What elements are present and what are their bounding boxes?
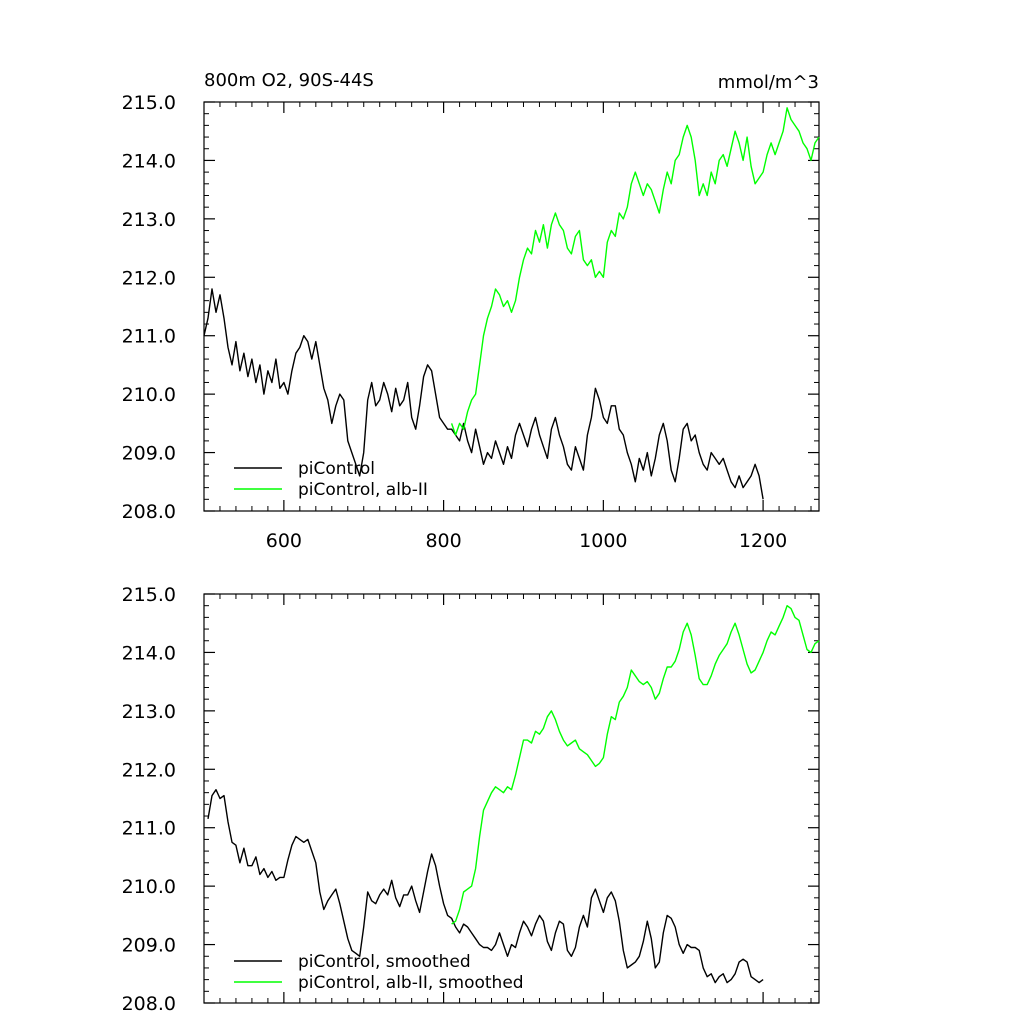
y-tick-label: 210.0 — [122, 384, 176, 406]
chart-title: 800m O2, 90S-44S — [204, 70, 374, 91]
bottom-panel: 208.0 209.0 210.0 211.0 212.0 213.0 214.0 215.0… — [122, 584, 820, 1015]
y-tick-label: 208.0 — [122, 993, 176, 1015]
x-tick-label: 1000 — [579, 530, 627, 552]
legend-label-2: piControl, alb-II — [298, 480, 428, 500]
plot-frame — [203, 593, 820, 1004]
x-tick-label: 600 — [266, 530, 302, 552]
y-tick-label: 211.0 — [122, 326, 176, 348]
legend-label-2: piControl, alb-II, smoothed — [298, 973, 524, 993]
y-tick-label: 215.0 — [122, 92, 176, 114]
y-tick-label: 209.0 — [122, 935, 176, 957]
y-tick-label: 209.0 — [122, 443, 176, 465]
y-tick-label: 214.0 — [122, 150, 176, 172]
x-tick-label: 1200 — [739, 530, 787, 552]
legend-label-1: piControl, smoothed — [298, 952, 471, 972]
y-tick-label: 213.0 — [122, 209, 176, 231]
y-tick-label: 213.0 — [122, 701, 176, 723]
y-tick-label: 208.0 — [122, 501, 176, 523]
y-tick-label: 211.0 — [122, 818, 176, 840]
series-line-2 — [451, 605, 820, 925]
units-label: mmol/m^3 — [718, 72, 819, 93]
plot-frame — [203, 101, 820, 512]
y-tick-label: 215.0 — [122, 584, 176, 606]
y-tick-label: 212.0 — [122, 267, 176, 289]
legend-label-1: piControl — [298, 459, 375, 479]
series-line-2 — [450, 107, 820, 436]
y-tick-label: 212.0 — [122, 759, 176, 781]
x-tick-label: 800 — [425, 530, 461, 552]
series-line-1 — [207, 789, 764, 984]
top-panel: 600 800 1000 1200 208.0 209.0 210.0 211.0 212.0 2… — [122, 70, 820, 552]
y-tick-label: 210.0 — [122, 876, 176, 898]
series-line-1 — [203, 288, 764, 500]
y-tick-label: 214.0 — [122, 642, 176, 664]
